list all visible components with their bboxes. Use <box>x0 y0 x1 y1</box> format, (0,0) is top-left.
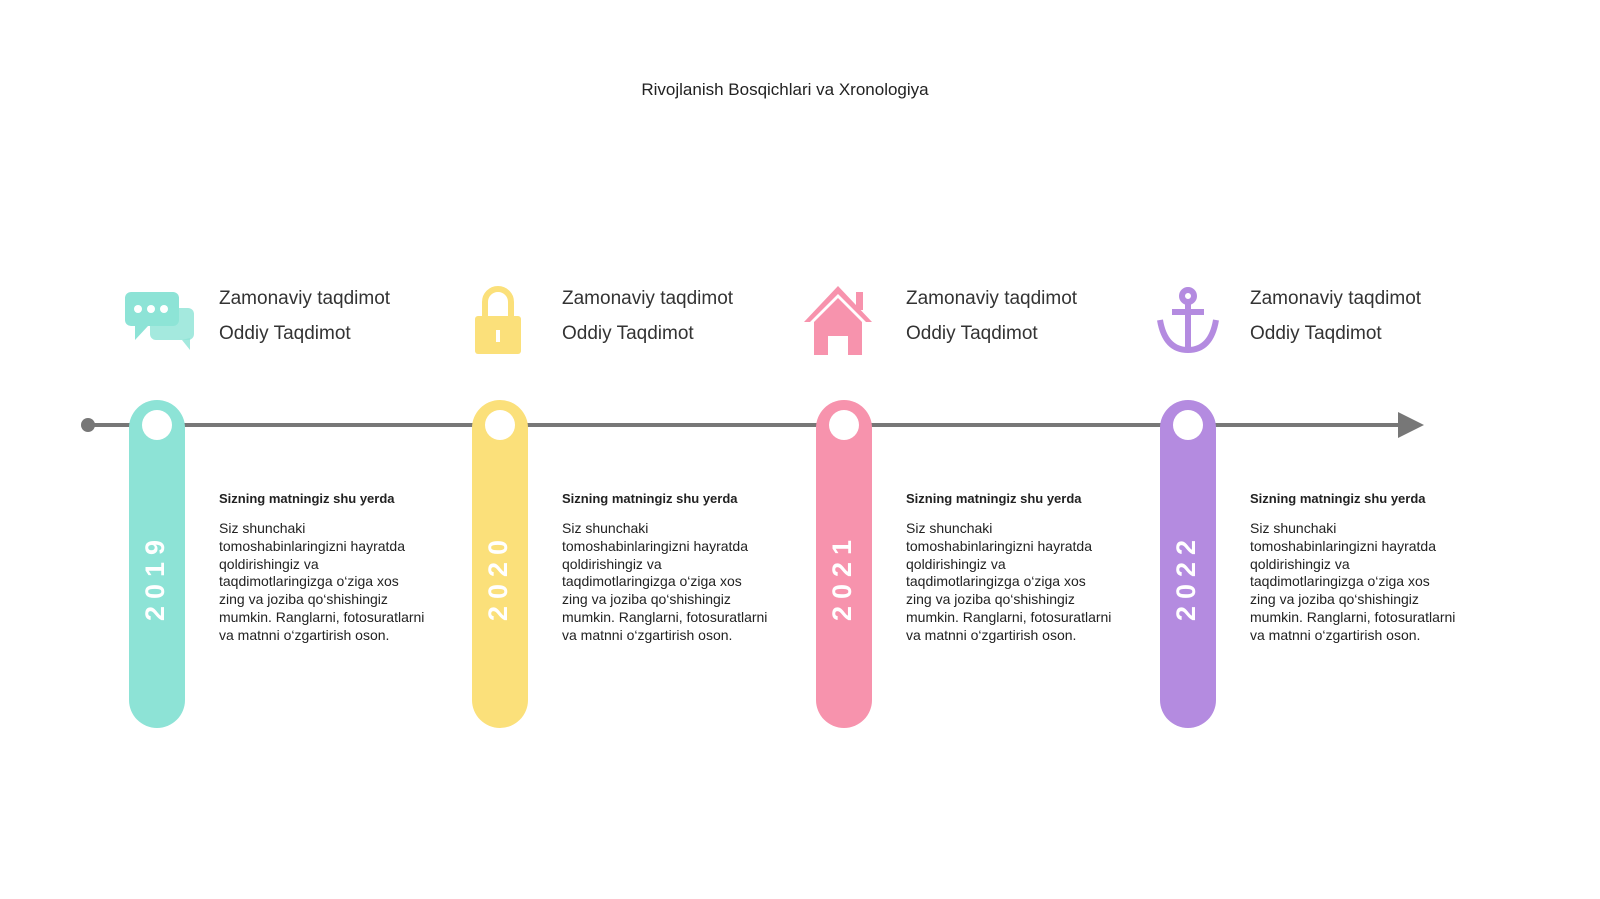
chat-icon <box>125 292 194 350</box>
year-label: 2022 <box>1171 533 1201 621</box>
axis-arrow <box>1398 412 1424 438</box>
timeline-node <box>142 410 172 440</box>
anchor-icon <box>1157 287 1219 354</box>
year-label: 2019 <box>140 533 170 621</box>
stage-heading: Zamonaviy taqdimot <box>219 288 391 309</box>
stage-subheading: Oddiy Taqdimot <box>906 323 1038 344</box>
stage-subheading: Oddiy Taqdimot <box>1250 323 1382 344</box>
year-pill <box>816 400 872 728</box>
year-label: 2021 <box>827 533 857 621</box>
year-pill <box>1160 400 1216 728</box>
text-body: Siz shunchaki tomoshabinlaringizni hayra… <box>906 520 1112 643</box>
stage-subheading: Oddiy Taqdimot <box>219 323 351 344</box>
year-pill <box>472 400 528 728</box>
text-title: Sizning matningiz shu yerda <box>1250 491 1426 506</box>
timeline-node <box>1173 410 1203 440</box>
axis-start <box>81 418 95 432</box>
timeline-node <box>485 410 515 440</box>
text-title: Sizning matningiz shu yerda <box>219 491 395 506</box>
house-icon <box>804 286 872 355</box>
year-pill <box>129 400 185 728</box>
year-label: 2020 <box>483 533 513 621</box>
stage-heading: Zamonaviy taqdimot <box>906 288 1078 309</box>
stage-heading: Zamonaviy taqdimot <box>562 288 734 309</box>
timeline-node <box>829 410 859 440</box>
lock-icon <box>475 286 521 354</box>
stage-subheading: Oddiy Taqdimot <box>562 323 694 344</box>
text-body: Siz shunchaki tomoshabinlaringizni hayra… <box>562 520 768 643</box>
page-title: Rivojlanish Bosqichlari va Xronologiya <box>641 80 929 99</box>
text-body: Siz shunchaki tomoshabinlaringizni hayra… <box>1250 520 1456 643</box>
text-title: Sizning matningiz shu yerda <box>906 491 1082 506</box>
text-body: Siz shunchaki tomoshabinlaringizni hayra… <box>219 520 425 643</box>
stage-heading: Zamonaviy taqdimot <box>1250 288 1422 309</box>
text-title: Sizning matningiz shu yerda <box>562 491 738 506</box>
